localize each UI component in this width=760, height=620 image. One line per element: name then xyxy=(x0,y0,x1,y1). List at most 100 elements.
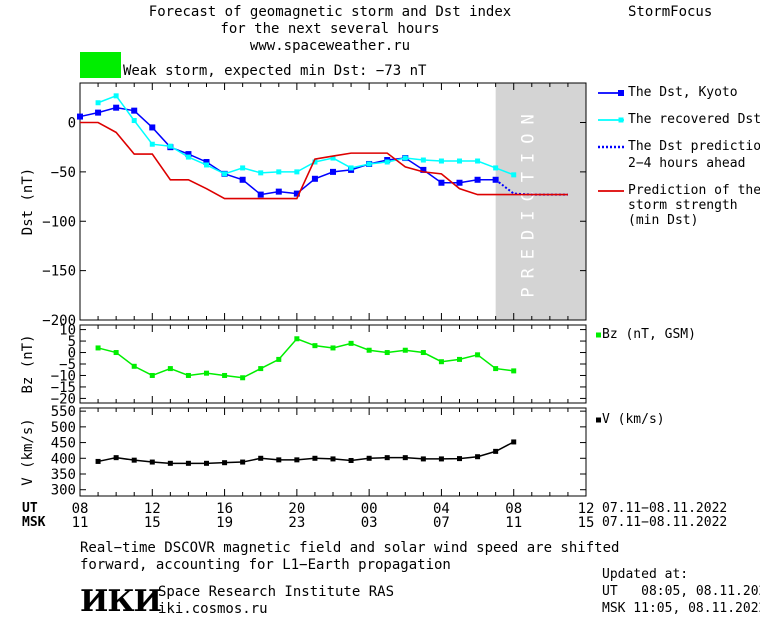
recovered-point xyxy=(276,169,282,175)
dst-ytick-label: −150 xyxy=(42,264,76,280)
prediction-label: PREDICTION xyxy=(519,105,539,297)
v-point xyxy=(276,457,282,463)
recovered-point xyxy=(222,171,228,177)
ut-tick-label: 12 xyxy=(578,501,595,517)
kyoto-point xyxy=(293,190,300,197)
bz-point xyxy=(240,375,246,381)
bz-point xyxy=(258,366,264,372)
kyoto-point xyxy=(113,104,120,111)
legend-bz: Bz (nT, GSM) xyxy=(602,327,696,342)
v-point xyxy=(475,454,481,460)
dst-ytick-label: −200 xyxy=(42,313,76,329)
footer-note-2: forward, accounting for L1−Earth propaga… xyxy=(80,557,451,573)
legend-bz-marker xyxy=(596,332,601,338)
ut-tick-label: 16 xyxy=(216,501,233,517)
legend-prediction-1: The Dst prediction xyxy=(628,139,760,154)
v-point xyxy=(384,455,390,461)
recovered-point xyxy=(312,159,318,165)
v-point xyxy=(185,460,191,466)
ut-axis-label: UT xyxy=(22,501,38,516)
recovered-point xyxy=(420,157,426,163)
institute-name: Space Research Institute RAS xyxy=(158,584,395,600)
msk-tick-label: 23 xyxy=(288,515,305,531)
updated-ut: UT 08:05, 08.11.2022 xyxy=(602,584,760,599)
v-point xyxy=(493,448,499,454)
recovered-point xyxy=(131,118,137,124)
bz-ytick-label: 5 xyxy=(68,334,76,350)
v-point xyxy=(402,455,408,461)
bz-ytick-label: −20 xyxy=(51,391,76,407)
legend-recovered: The recovered Dst xyxy=(628,112,760,127)
msk-tick-label: 03 xyxy=(361,515,378,531)
bz-ytick-label: −15 xyxy=(51,380,76,396)
kyoto-point xyxy=(420,166,427,173)
bz-ytick-label: 0 xyxy=(68,346,76,362)
kyoto-point xyxy=(311,175,318,182)
bz-point xyxy=(475,352,481,358)
msk-tick-label: 15 xyxy=(578,515,595,531)
storm-color-swatch xyxy=(80,52,121,78)
dst-ytick-label: 0 xyxy=(68,116,76,132)
bz-point xyxy=(438,359,444,365)
kyoto-point xyxy=(185,151,192,158)
kyoto-point xyxy=(77,113,83,120)
bz-point xyxy=(348,340,354,346)
msk-tick-label: 11 xyxy=(505,515,522,531)
ut-tick-label: 04 xyxy=(433,501,450,517)
kyoto-point xyxy=(456,179,463,186)
ut-tick-label: 00 xyxy=(361,501,378,517)
bz-ytick-label: −5 xyxy=(59,357,76,373)
v-point xyxy=(312,455,318,461)
title-line-1: Forecast of geomagnetic storm and Dst in… xyxy=(148,4,512,20)
bz-line xyxy=(97,337,514,379)
bz-point xyxy=(493,366,499,372)
msk-tick-label: 19 xyxy=(216,515,233,531)
kyoto-point xyxy=(474,176,481,183)
recovered-point xyxy=(384,159,390,165)
v-ytick-label: 400 xyxy=(51,451,76,467)
bz-point xyxy=(366,347,372,353)
msk-date-range: 07.11−08.11.2022 xyxy=(602,515,728,530)
bz-point xyxy=(167,366,173,372)
recovered-point xyxy=(95,100,101,106)
prediction-label-text: PREDICTION xyxy=(519,105,539,297)
bz-point xyxy=(402,347,408,353)
bz-point xyxy=(294,336,300,342)
legend-prediction-2: 2−4 hours ahead xyxy=(628,156,746,171)
kyoto-point xyxy=(275,188,282,195)
v-ytick-label: 450 xyxy=(51,436,76,452)
ut-tick-label: 12 xyxy=(144,501,161,517)
iki-logo: ИКИ xyxy=(80,584,162,619)
bz-ylabel: Bz (nT) xyxy=(20,334,36,393)
v-ylabel: V (km/s) xyxy=(20,418,36,485)
footer-note-1: Real−time DSCOVR magnetic field and sola… xyxy=(80,540,620,556)
recovered-point xyxy=(438,158,444,164)
institute-website[interactable]: iki.cosmos.ru xyxy=(158,601,268,617)
v-point xyxy=(294,457,300,463)
dst-ytick-label: −100 xyxy=(42,214,76,230)
recovered-line xyxy=(97,94,514,176)
bz-point xyxy=(420,350,426,356)
kyoto-point xyxy=(131,107,138,114)
recovered-point xyxy=(402,155,408,161)
updated-msk: MSK 11:05, 08.11.2022 xyxy=(602,601,760,616)
bz-point xyxy=(384,350,390,356)
legend-strength-1: Prediction of the xyxy=(628,183,760,198)
bz-ytick-label: −10 xyxy=(51,368,76,384)
kyoto-point xyxy=(203,159,210,165)
recovered-point xyxy=(348,165,354,171)
msk-axis-label: MSK xyxy=(22,515,46,530)
bz-point xyxy=(204,370,209,376)
bz-point xyxy=(131,363,137,369)
bz-point xyxy=(185,372,191,378)
dst-ylabel: Dst (nT) xyxy=(20,168,36,235)
recovered-point xyxy=(493,165,499,171)
recovered-point xyxy=(258,170,264,176)
v-point xyxy=(348,457,354,463)
recovered-point xyxy=(185,154,191,160)
v-point xyxy=(420,456,426,462)
kyoto-point xyxy=(95,109,102,116)
bz-point xyxy=(330,345,336,351)
bz-point xyxy=(113,350,119,356)
